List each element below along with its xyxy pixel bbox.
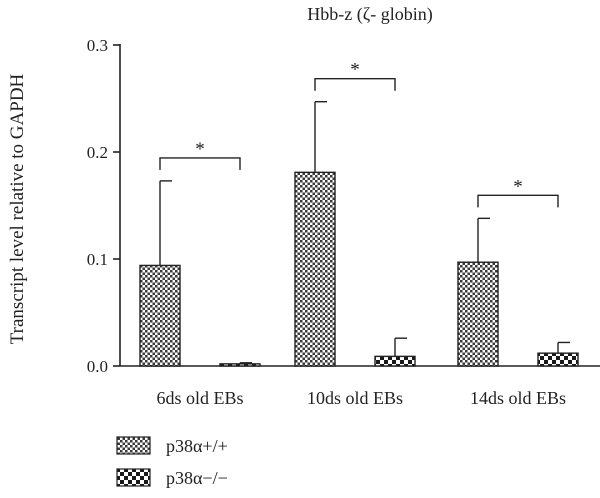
y-tick-label: 0.3 bbox=[87, 36, 108, 55]
significance-star: * bbox=[195, 139, 205, 160]
bar-wildtype bbox=[457, 261, 499, 367]
bar-marks: * * * bbox=[139, 60, 579, 367]
bar-knockout bbox=[537, 352, 579, 367]
bar-wildtype bbox=[139, 264, 181, 367]
y-tick-label: 0.1 bbox=[87, 250, 108, 269]
legend-swatch bbox=[116, 436, 151, 455]
significance-star: * bbox=[350, 60, 360, 81]
y-axis: 0.0 0.1 0.2 0.3 bbox=[87, 36, 121, 376]
legend-label: p38α+/+ bbox=[166, 436, 228, 456]
legend-swatch bbox=[116, 468, 151, 487]
significance-bracket bbox=[159, 157, 241, 170]
significance-bracket bbox=[314, 78, 396, 91]
significance-star: * bbox=[513, 176, 523, 197]
bar-knockout bbox=[219, 363, 261, 367]
y-axis-label: Transcript level relative to GAPDH bbox=[7, 73, 28, 344]
chart-title: Hbb-z (ζ- globin) bbox=[307, 4, 432, 25]
bar-wildtype bbox=[294, 171, 336, 367]
significance-bracket bbox=[477, 194, 559, 208]
legend: p38α+/+ p38α−/− bbox=[116, 436, 228, 488]
bar-knockout bbox=[374, 355, 416, 367]
x-category-label: 6ds old EBs bbox=[156, 388, 243, 408]
y-tick-label: 0.0 bbox=[87, 357, 108, 376]
y-tick-label: 0.2 bbox=[87, 143, 108, 162]
x-category-label: 14ds old EBs bbox=[470, 388, 566, 408]
x-axis: 6ds old EBs 10ds old EBs 14ds old EBs bbox=[120, 365, 600, 408]
x-category-label: 10ds old EBs bbox=[307, 388, 403, 408]
legend-label: p38α−/− bbox=[166, 468, 228, 488]
